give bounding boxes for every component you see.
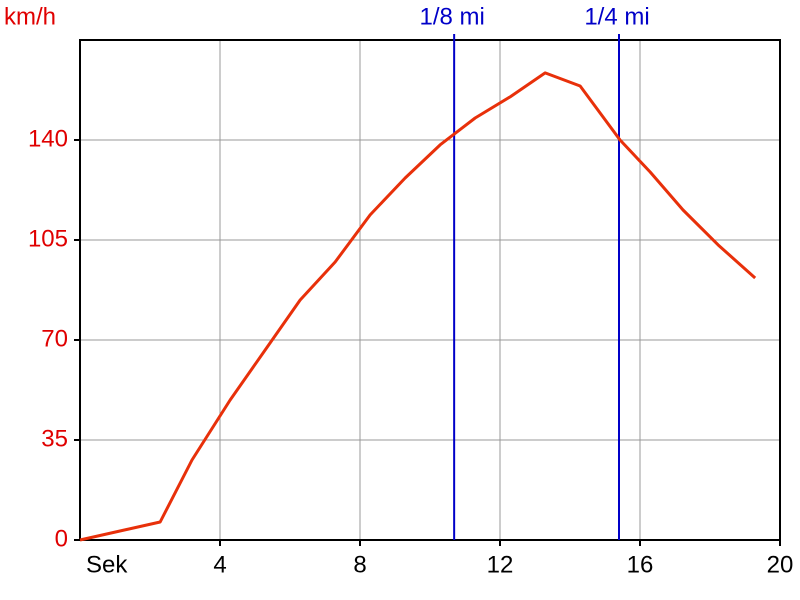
y-tick-label: 140 <box>28 125 68 152</box>
x-tick-label: 8 <box>353 551 366 578</box>
x-tick-label: 16 <box>627 551 654 578</box>
x-tick-label: 12 <box>487 551 514 578</box>
y-tick-label: 105 <box>28 225 68 252</box>
x-axis-label: Sek <box>86 551 128 578</box>
plot-frame <box>79 39 781 541</box>
y-tick-label: 35 <box>41 425 68 452</box>
distance-marker-label: 1/8 mi <box>419 3 484 30</box>
y-tick-label: 70 <box>41 325 68 352</box>
y-axis-label: km/h <box>4 3 56 30</box>
y-tick-label: 0 <box>55 525 68 552</box>
x-tick-label: 4 <box>213 551 226 578</box>
x-tick-label: 20 <box>767 551 794 578</box>
distance-marker-label: 1/4 mi <box>584 3 649 30</box>
speed-line <box>79 71 757 542</box>
